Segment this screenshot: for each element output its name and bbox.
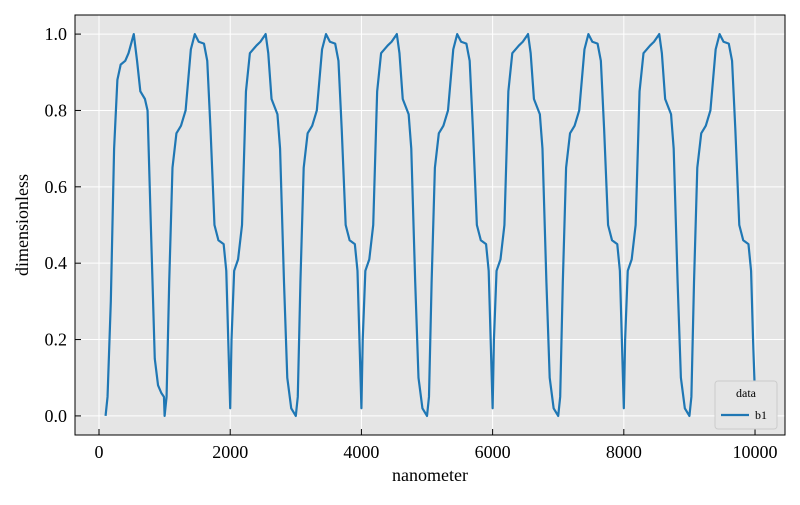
legend-label: b1	[755, 408, 767, 422]
y-tick-label: 1.0	[45, 24, 68, 44]
y-tick-label: 0.6	[45, 177, 68, 197]
x-tick-label: 6000	[475, 442, 511, 462]
x-tick-label: 10000	[733, 442, 778, 462]
y-tick-label: 0.8	[45, 100, 68, 120]
y-tick-label: 0.0	[45, 406, 68, 426]
x-axis-label: nanometer	[392, 465, 468, 485]
legend-title: data	[736, 386, 757, 400]
x-tick-label: 8000	[606, 442, 642, 462]
data-line	[104, 32, 757, 418]
legend-box	[714, 380, 778, 430]
y-tick-label: 0.2	[45, 330, 68, 350]
x-tick-label: 4000	[343, 442, 379, 462]
plot-frame	[74, 14, 786, 436]
y-axis-label: dimensionless	[12, 174, 32, 276]
y-tick-label: 0.4	[45, 253, 68, 273]
x-tick-label: 2000	[212, 442, 248, 462]
x-tick-label: 0	[95, 442, 104, 462]
